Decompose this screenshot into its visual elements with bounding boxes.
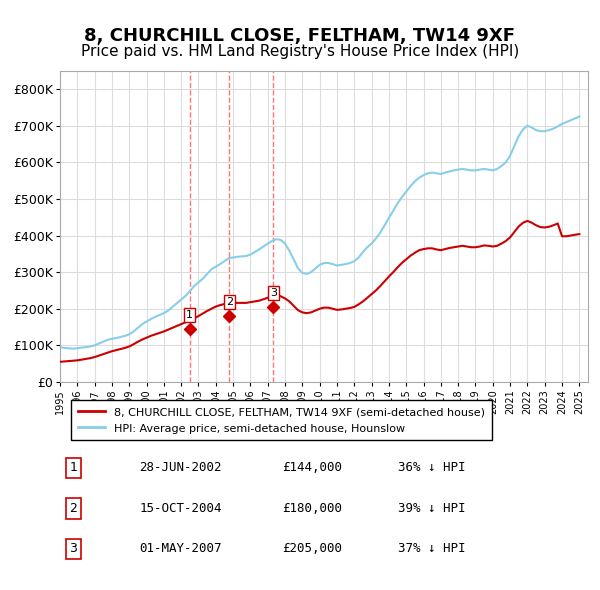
Text: 15-OCT-2004: 15-OCT-2004 [139, 502, 222, 515]
Text: 8, CHURCHILL CLOSE, FELTHAM, TW14 9XF: 8, CHURCHILL CLOSE, FELTHAM, TW14 9XF [85, 27, 515, 45]
Text: 37% ↓ HPI: 37% ↓ HPI [398, 542, 466, 555]
Text: Price paid vs. HM Land Registry's House Price Index (HPI): Price paid vs. HM Land Registry's House … [81, 44, 519, 59]
Text: 28-JUN-2002: 28-JUN-2002 [139, 461, 222, 474]
Text: £205,000: £205,000 [282, 542, 342, 555]
Text: 3: 3 [270, 288, 277, 298]
Legend: 8, CHURCHILL CLOSE, FELTHAM, TW14 9XF (semi-detached house), HPI: Average price,: 8, CHURCHILL CLOSE, FELTHAM, TW14 9XF (s… [71, 400, 492, 440]
Text: 39% ↓ HPI: 39% ↓ HPI [398, 502, 466, 515]
Text: 1: 1 [69, 461, 77, 474]
Text: 1: 1 [186, 310, 193, 320]
Text: 01-MAY-2007: 01-MAY-2007 [139, 542, 222, 555]
Text: £144,000: £144,000 [282, 461, 342, 474]
Text: 2: 2 [226, 297, 233, 307]
Text: 2: 2 [69, 502, 77, 515]
Text: £180,000: £180,000 [282, 502, 342, 515]
Text: 3: 3 [69, 542, 77, 555]
Text: 36% ↓ HPI: 36% ↓ HPI [398, 461, 466, 474]
